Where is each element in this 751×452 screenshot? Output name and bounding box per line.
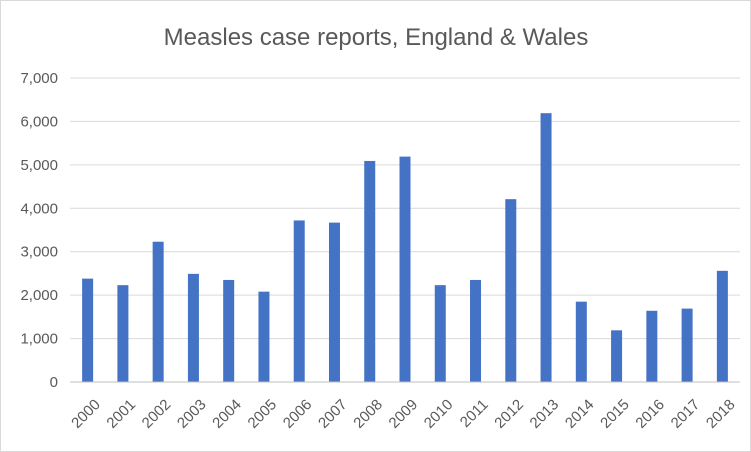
x-tick-label: 2001 (103, 396, 139, 432)
bar-2006 (293, 220, 305, 382)
y-tick-label: 2,000 (20, 287, 58, 304)
x-tick-label: 2003 (174, 396, 210, 432)
bar-2014 (575, 301, 587, 382)
bar-2015 (611, 330, 623, 382)
bars (82, 113, 728, 383)
x-tick-label: 2017 (668, 396, 704, 432)
x-tick-label: 2010 (421, 396, 457, 432)
y-tick-label: 1,000 (20, 331, 58, 348)
y-tick-label: 7,000 (20, 70, 58, 87)
bar-2004 (223, 279, 235, 382)
x-axis: 2000 2001 2002 2003 2004 2005 2006 2007 2008 2009… (68, 381, 740, 432)
bar-2007 (328, 222, 340, 382)
y-tick-label: 3,000 (20, 244, 58, 261)
bar-2003 (187, 273, 199, 382)
bar-2013 (540, 113, 552, 383)
x-tick-label: 2008 (350, 396, 386, 432)
chart-title: Measles case reports, England & Wales (164, 24, 589, 51)
x-tick-label: 2006 (280, 396, 316, 432)
bar-2012 (505, 199, 517, 382)
bar-2009 (399, 156, 411, 382)
x-tick-label: 2014 (562, 396, 598, 432)
x-tick-label: 2009 (386, 396, 422, 432)
x-tick-label: 2005 (245, 396, 281, 432)
y-tick-label: 6,000 (20, 113, 58, 130)
bar-2010 (434, 285, 446, 382)
y-tick-label: 0 (50, 374, 58, 391)
x-tick-label: 2007 (315, 396, 351, 432)
x-tick-label: 2004 (209, 396, 245, 432)
bar-2016 (646, 310, 658, 382)
x-tick-label: 2002 (139, 396, 175, 432)
y-axis: 0 1,000 2,000 3,000 4,000 5,000 6,000 7,000 (20, 70, 58, 391)
bar-2017 (681, 308, 693, 382)
bar-2008 (364, 160, 376, 382)
bar-2018 (716, 270, 728, 382)
bar-2011 (470, 279, 482, 382)
x-tick-label: 2013 (527, 396, 563, 432)
bar-2001 (117, 285, 129, 382)
bar-2000 (82, 278, 94, 382)
x-tick-label: 2011 (457, 396, 492, 431)
x-tick-label: 2000 (68, 396, 104, 432)
y-tick-label: 4,000 (20, 200, 58, 217)
x-tick-label: 2016 (632, 396, 668, 432)
y-tick-label: 5,000 (20, 157, 58, 174)
x-tick-label: 2012 (491, 396, 527, 432)
bar-2005 (258, 291, 270, 382)
x-tick-label: 2015 (597, 396, 633, 432)
x-tick-label: 2018 (703, 396, 739, 432)
bar-2002 (152, 241, 164, 382)
